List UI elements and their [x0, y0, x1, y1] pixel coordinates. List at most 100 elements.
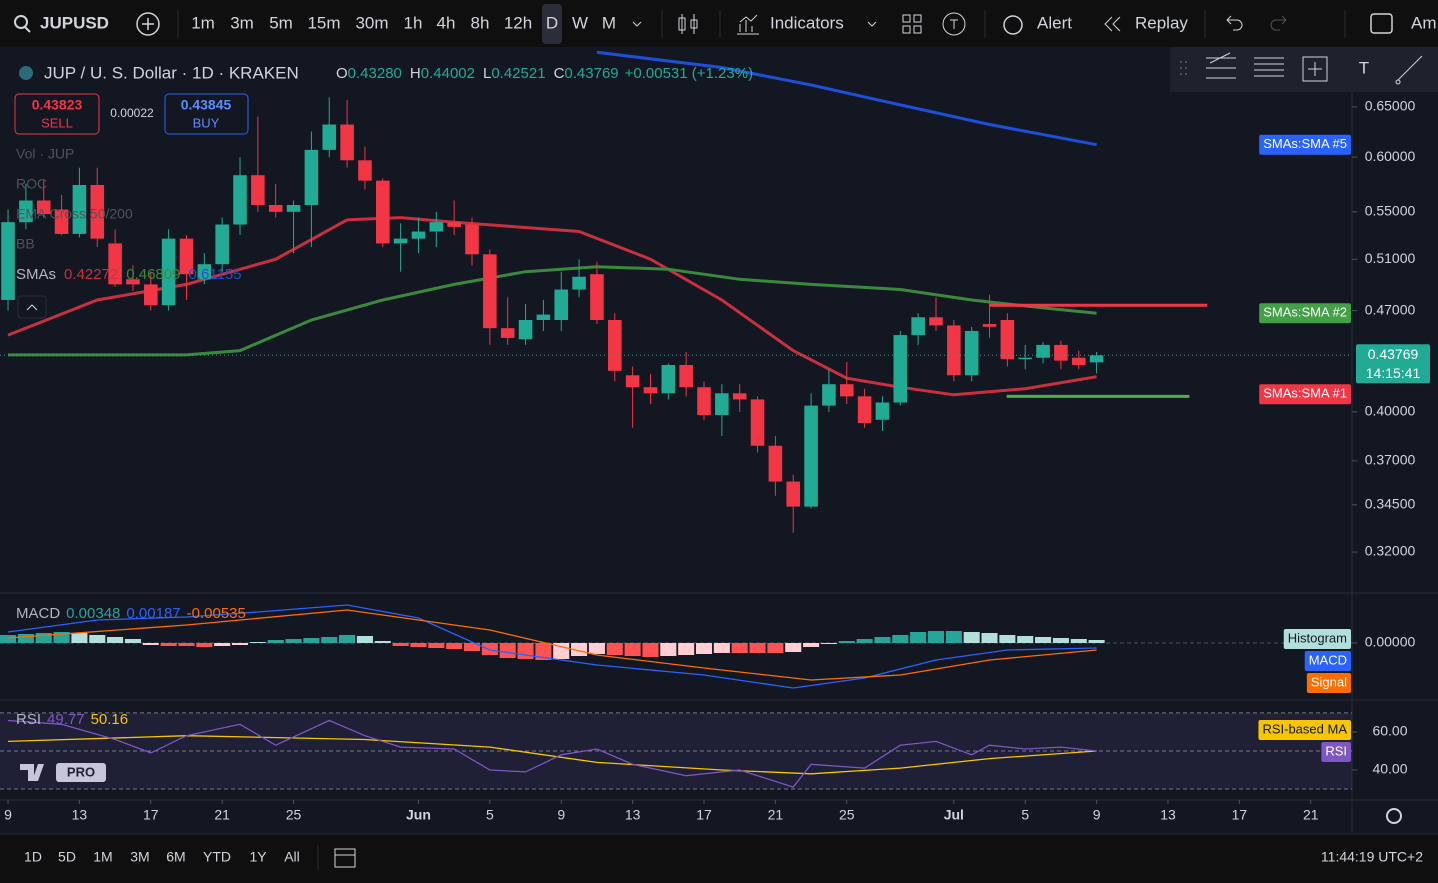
interval-button[interactable]: 15m — [307, 13, 340, 32]
measure-tool[interactable] — [1302, 56, 1328, 82]
goto-date[interactable] — [334, 848, 356, 868]
interval-button[interactable]: M — [602, 13, 616, 32]
interval-button[interactable]: D — [546, 13, 558, 32]
candle-body — [376, 180, 390, 244]
x-tick-label: 21 — [1303, 807, 1319, 823]
interval-button[interactable]: 8h — [471, 13, 490, 32]
rsi-value: 49.77 — [47, 711, 85, 728]
candle-body — [625, 375, 640, 388]
interval-button[interactable]: 4h — [437, 13, 456, 32]
candle-body — [857, 396, 872, 423]
range-button[interactable]: 1M — [93, 849, 112, 865]
settings[interactable] — [1386, 808, 1402, 824]
macd-value: 0.00348 — [66, 605, 120, 622]
x-tick-label: 25 — [839, 807, 855, 823]
series-tag-label: Signal — [1311, 674, 1347, 689]
interval-button[interactable]: 12h — [504, 13, 532, 32]
tv-logo-mark — [20, 764, 44, 781]
ohlc-key: C — [554, 65, 565, 82]
candle-body — [715, 393, 729, 416]
search-icon[interactable] — [14, 15, 28, 29]
trading-icon — [950, 19, 958, 29]
histogram-bar — [999, 635, 1016, 643]
fib-tool[interactable] — [1206, 52, 1236, 79]
study-name[interactable]: Vol · JUP — [16, 146, 74, 162]
interval-button[interactable]: 30m — [355, 13, 388, 32]
chart-type-icon[interactable] — [678, 14, 698, 34]
replay-button[interactable]: Replay — [1135, 13, 1188, 32]
range-button[interactable]: 3M — [130, 849, 149, 865]
histogram-bar — [927, 631, 945, 643]
histogram-bar — [17, 634, 34, 643]
histogram-bar — [1088, 640, 1105, 643]
sell-button[interactable] — [14, 93, 100, 135]
histogram-bar — [874, 637, 891, 643]
interval-button[interactable]: 3m — [230, 13, 254, 32]
brush-tool[interactable] — [1395, 55, 1423, 85]
fullscreen[interactable] — [1370, 13, 1393, 34]
indicators-button[interactable]: Indicators — [770, 13, 844, 32]
account[interactable]: Am — [1411, 13, 1437, 32]
histogram-bar — [785, 643, 802, 652]
text-tool[interactable]: T — [1359, 58, 1369, 77]
candle-body — [36, 200, 51, 215]
ohlc-value: 0.42521 — [491, 65, 545, 82]
range-button[interactable]: 5D — [58, 849, 76, 865]
x-tick-label: 5 — [1021, 807, 1029, 823]
trading-icon[interactable] — [942, 12, 966, 36]
x-tick-label: 9 — [1093, 807, 1101, 823]
histogram-bar — [820, 643, 837, 644]
add-symbol[interactable] — [136, 12, 160, 36]
layouts-icon[interactable] — [902, 14, 922, 34]
histogram-bar — [374, 641, 391, 643]
alert-button[interactable]: Alert — [1037, 13, 1072, 32]
interval-button[interactable]: 5m — [269, 13, 293, 32]
candle-body — [358, 160, 372, 181]
candle-body — [322, 124, 337, 150]
redo[interactable] — [1270, 15, 1287, 31]
rsi-value: 50.16 — [91, 711, 129, 728]
range-button[interactable]: YTD — [203, 849, 231, 865]
macd-value: -0.00535 — [187, 605, 246, 622]
histogram-bar — [767, 643, 784, 653]
histogram-bar — [53, 632, 70, 643]
ohlc-key: L — [483, 65, 491, 82]
study-name[interactable]: EMA Cross 50/200 — [16, 206, 133, 222]
histogram-bar — [910, 632, 927, 643]
chevron[interactable] — [867, 21, 877, 27]
clock: 11:44:19 UTC+2 — [1321, 849, 1423, 865]
candle-body — [500, 328, 515, 338]
indicators-icon — [737, 14, 759, 35]
drag-handle[interactable] — [1180, 61, 1187, 75]
buy-button[interactable] — [164, 93, 249, 135]
undo[interactable] — [1226, 15, 1243, 31]
interval-button[interactable]: 1h — [404, 13, 423, 32]
histogram-bar — [660, 643, 677, 656]
candle-body — [1000, 319, 1015, 360]
range-button[interactable]: 1Y — [249, 849, 267, 865]
y-tick-label: 0.34500 — [1365, 495, 1416, 511]
range-button[interactable]: 1D — [24, 849, 42, 865]
pattern-tool[interactable] — [1254, 57, 1284, 77]
candle-body — [572, 276, 586, 290]
study-name[interactable]: ROC — [16, 176, 47, 192]
candle-body — [804, 405, 818, 507]
study-name[interactable]: BB — [16, 236, 35, 252]
range-button[interactable]: 6M — [166, 849, 185, 865]
symbol[interactable]: JUPUSD — [40, 13, 109, 32]
y-tick-label: 0.37000 — [1365, 452, 1416, 468]
interval-button[interactable]: W — [572, 13, 588, 32]
candle-body — [1071, 357, 1086, 365]
candle-body — [697, 387, 711, 416]
candle-body — [144, 284, 158, 306]
histogram-bar — [285, 639, 302, 643]
rsi-title: RSI — [16, 711, 41, 728]
candle-body — [340, 124, 354, 161]
collapse-legend[interactable] — [17, 295, 47, 319]
ohlc-key: O — [336, 65, 348, 82]
histogram-bar — [267, 640, 284, 643]
chevron[interactable] — [632, 21, 642, 27]
interval-button[interactable]: 1m — [191, 13, 215, 32]
range-button[interactable]: All — [284, 849, 300, 865]
y-tick-label: 0.00000 — [1365, 634, 1416, 650]
